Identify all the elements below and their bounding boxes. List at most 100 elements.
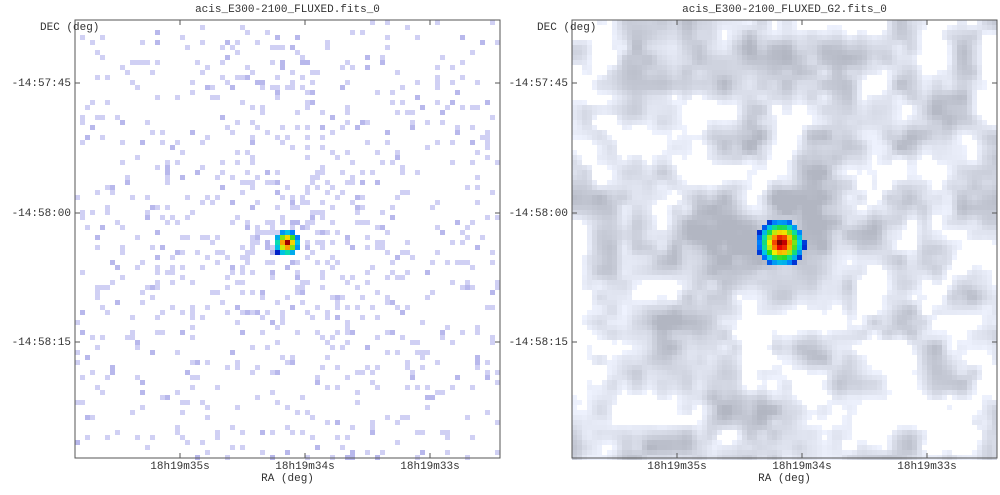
pixel	[942, 215, 947, 220]
pixel	[867, 205, 872, 210]
pixel	[792, 95, 797, 100]
pixel	[972, 160, 977, 165]
pixel	[762, 35, 767, 40]
pixel	[787, 85, 792, 90]
pixel	[852, 160, 857, 165]
pixel	[822, 125, 827, 130]
pixel	[887, 65, 892, 70]
pixel	[842, 30, 847, 35]
pixel	[692, 255, 697, 260]
pixel	[612, 95, 617, 100]
pixel	[170, 280, 175, 285]
pixel	[607, 280, 612, 285]
pixel	[607, 110, 612, 115]
pixel	[682, 130, 687, 135]
pixel	[927, 115, 932, 120]
pixel	[777, 90, 782, 95]
pixel	[415, 170, 420, 175]
pixel	[762, 125, 767, 130]
pixel	[707, 315, 712, 320]
pixel	[887, 95, 892, 100]
pixel	[617, 290, 622, 295]
pixel	[592, 235, 597, 240]
pixel	[130, 335, 135, 340]
pixel	[802, 160, 807, 165]
pixel	[782, 265, 787, 270]
pixel	[867, 155, 872, 160]
pixel	[872, 250, 877, 255]
pixel	[647, 50, 652, 55]
pixel	[672, 240, 677, 245]
pixel	[862, 135, 867, 140]
pixel	[687, 210, 692, 215]
pixel	[757, 125, 762, 130]
pixel	[712, 60, 717, 65]
pixel	[722, 225, 727, 230]
pixel	[632, 275, 637, 280]
pixel	[400, 310, 405, 315]
pixel	[787, 245, 792, 250]
pixel	[410, 370, 415, 375]
pixel	[862, 60, 867, 65]
pixel	[972, 90, 977, 95]
pixel	[587, 230, 592, 235]
pixel	[862, 250, 867, 255]
pixel	[587, 260, 592, 265]
pixel	[852, 45, 857, 50]
pixel	[235, 320, 240, 325]
pixel	[887, 315, 892, 320]
pixel	[787, 20, 792, 25]
pixel	[280, 245, 285, 250]
pixel	[942, 150, 947, 155]
pixel	[677, 250, 682, 255]
pixel	[607, 165, 612, 170]
pixel	[667, 45, 672, 50]
pixel	[767, 260, 772, 265]
pixel	[345, 150, 350, 155]
pixel	[707, 130, 712, 135]
pixel	[300, 300, 305, 305]
pixel	[827, 80, 832, 85]
pixel	[375, 245, 380, 250]
pixel	[672, 225, 677, 230]
pixel	[752, 280, 757, 285]
pixel	[155, 230, 160, 235]
pixel	[787, 225, 792, 230]
pixel	[627, 230, 632, 235]
pixel	[872, 45, 877, 50]
pixel	[662, 170, 667, 175]
pixel	[692, 240, 697, 245]
pixel	[932, 230, 937, 235]
pixel	[622, 30, 627, 35]
pixel	[140, 40, 145, 45]
pixel	[657, 20, 662, 25]
pixel	[907, 85, 912, 90]
pixel	[887, 200, 892, 205]
pixel	[722, 160, 727, 165]
pixel	[100, 285, 105, 290]
pixel	[592, 230, 597, 235]
pixel	[265, 180, 270, 185]
pixel	[702, 185, 707, 190]
pixel	[637, 40, 642, 45]
pixel	[440, 120, 445, 125]
pixel	[597, 230, 602, 235]
pixel	[942, 135, 947, 140]
pixel	[912, 155, 917, 160]
pixel	[892, 145, 897, 150]
pixel	[837, 30, 842, 35]
pixel	[470, 160, 475, 165]
pixel	[972, 180, 977, 185]
pixel	[917, 105, 922, 110]
pixel	[817, 175, 822, 180]
pixel	[832, 205, 837, 210]
pixel	[657, 275, 662, 280]
pixel	[637, 95, 642, 100]
pixel	[827, 30, 832, 35]
pixel	[817, 250, 822, 255]
pixel	[792, 165, 797, 170]
pixel	[722, 200, 727, 205]
pixel	[907, 290, 912, 295]
pixel	[832, 215, 837, 220]
pixel	[787, 250, 792, 255]
